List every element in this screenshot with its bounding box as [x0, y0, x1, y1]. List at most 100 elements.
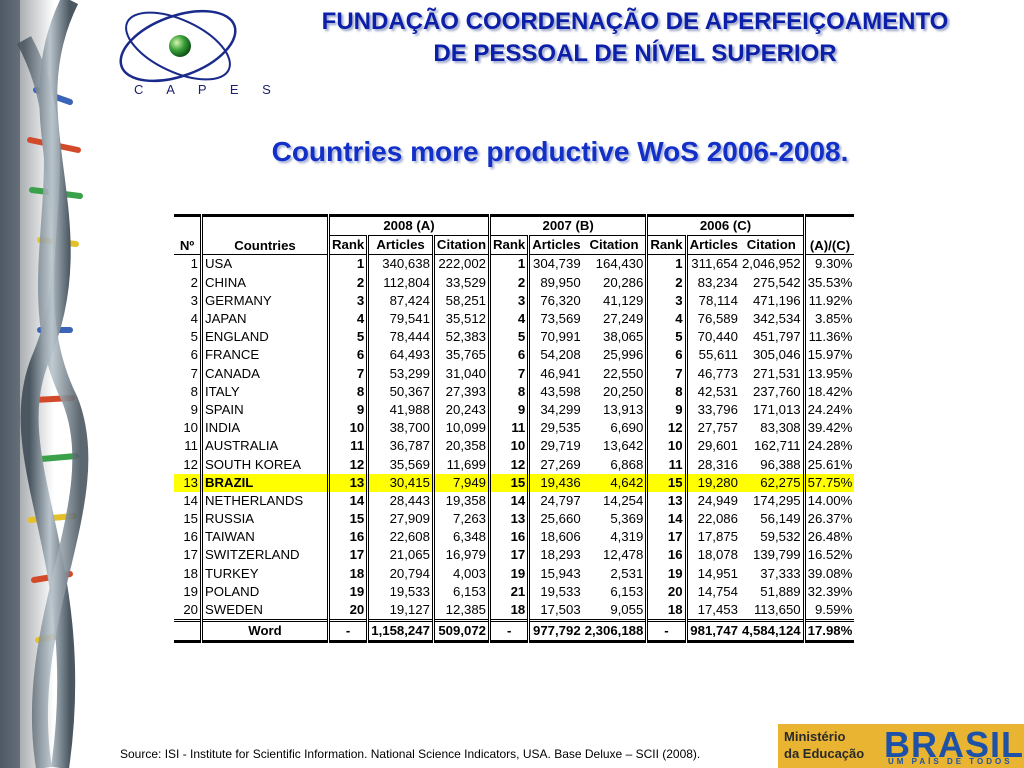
row-citation-2008: 222,002: [433, 254, 492, 274]
row-rank-2008: 10: [328, 419, 370, 438]
row-articles-2007: 46,941: [540, 365, 581, 381]
row-country: SOUTH KOREA: [201, 455, 330, 474]
row-articles-2006: 14,951: [697, 565, 738, 581]
row-country: BRAZIL: [201, 473, 330, 492]
table-row: 2 CHINA 2 112,804 33,529 2 89,950 20,286 2 83,234…: [174, 273, 854, 292]
row-number: 4: [174, 309, 203, 329]
row-rank-2007: 16: [489, 528, 531, 547]
row-rank-2008: 7: [328, 364, 370, 383]
row-citation-2008: 27,393: [433, 382, 492, 401]
row-citation-2006: 342,534: [739, 309, 806, 329]
row-articles-2007: 29,535: [540, 420, 581, 436]
row-citation-2006: 139,799: [739, 546, 806, 565]
capes-logo: [110, 2, 250, 102]
row-rank-2008: 9: [328, 400, 370, 420]
row-citation-2006: 113,650: [739, 600, 806, 621]
row-number: 9: [174, 400, 203, 420]
row-articles-2006: 17,875: [697, 529, 738, 545]
row-articles-2007: 18,606: [540, 529, 581, 545]
row-rank-2006: 15: [646, 473, 688, 492]
ministry-label: Ministério da Educação: [784, 728, 864, 762]
row-citation-2007: 13,642: [582, 437, 649, 456]
row-number: 20: [174, 600, 203, 621]
sub-header-articles: Articles: [528, 235, 583, 256]
row-rank-2007: 7: [489, 364, 531, 383]
row-rank-2007: 12: [489, 455, 531, 474]
row-articles-2008: 19,127: [367, 600, 435, 621]
row-articles-2008: 50,367: [367, 382, 435, 401]
col-no-header: Nº: [174, 213, 203, 256]
row-country: INDIA: [201, 419, 330, 438]
table-row: 14 NETHERLANDS 14 28,443 19,358 14 24,797 14,25…: [174, 491, 854, 510]
row-rank-2007: 11: [489, 419, 531, 438]
row-citation-2008: 12,385: [433, 600, 492, 621]
row-articles-2006: 33,796: [697, 401, 738, 417]
row-citation-2007: 2,531: [582, 564, 649, 583]
row-rank-2006: 5: [646, 328, 688, 347]
row-ratio: 25.61%: [807, 456, 853, 472]
footer-citation-2008: 509,072: [433, 619, 492, 644]
brasil-subtitle: UM PAÍS DE TODOS: [888, 757, 1013, 766]
row-articles-2008: 79,541: [367, 309, 435, 329]
table-row: 9 SPAIN 9 41,988 20,243 9 34,299 13,913 9 33,796 1…: [174, 400, 854, 420]
row-citation-2007: 20,286: [582, 273, 649, 292]
row-articles-2007: 34,299: [540, 401, 581, 417]
sub-header-articles: Articles: [367, 235, 435, 256]
col-ratio-header: (A)/(C): [804, 213, 855, 256]
row-number: 14: [174, 491, 203, 510]
row-articles-2006: 18,078: [697, 547, 738, 563]
row-citation-2006: 59,532: [739, 528, 806, 547]
row-ratio: 32.39%: [807, 583, 853, 599]
row-articles-2008: 340,638: [367, 254, 435, 274]
row-rank-2007: 10: [489, 437, 531, 456]
row-country: RUSSIA: [201, 510, 330, 529]
row-citation-2007: 4,319: [582, 528, 649, 547]
row-number: 5: [174, 328, 203, 347]
row-ratio: 24.28%: [807, 438, 853, 454]
row-citation-2006: 96,388: [739, 455, 806, 474]
row-rank-2008: 15: [328, 510, 370, 529]
table-row: 5 ENGLAND 5 78,444 52,383 5 70,991 38,065 5 70,44…: [174, 328, 854, 347]
row-rank-2007: 2: [489, 273, 531, 292]
row-country: SPAIN: [201, 400, 330, 420]
sub-header-rank: Rank: [328, 235, 370, 256]
row-rank-2006: 7: [646, 364, 688, 383]
sub-header-citation: Citation: [433, 235, 492, 256]
table-row: 13 BRAZIL 13 30,415 7,949 15 19,436 4,642 15 19,2…: [174, 473, 855, 492]
logo-text: C A P E S: [134, 82, 281, 97]
row-articles-2008: 41,988: [367, 400, 435, 420]
row-citation-2006: 51,889: [739, 582, 806, 601]
footer-citation-2007: 2,306,188: [582, 619, 649, 644]
row-rank-2006: 18: [646, 600, 688, 621]
row-citation-2006: 83,308: [739, 419, 806, 438]
row-citation-2008: 35,512: [433, 309, 492, 329]
row-articles-2006: 78,114: [698, 292, 738, 308]
brasil-logo: BRASIL UM PAÍS DE TODOS: [884, 724, 1024, 768]
organization-title: FUNDAÇÃO COORDENAÇÃO DE APERFEIÇOAMENTO …: [250, 6, 1020, 70]
row-country: POLAND: [201, 582, 330, 601]
table-footer-row: Word - 1,158,247 509,072 - 977,792 2,306…: [174, 619, 855, 644]
ministry-line2: da Educação: [784, 746, 865, 761]
row-citation-2006: 2,046,952: [739, 254, 806, 274]
row-number: 19: [174, 582, 203, 601]
row-articles-2006: 70,440: [697, 329, 738, 345]
row-ratio: 3.85%: [814, 311, 853, 327]
row-articles-2008: 20,794: [367, 564, 435, 583]
row-rank-2006: 10: [646, 437, 688, 456]
row-citation-2006: 62,275: [739, 473, 806, 492]
row-rank-2008: 2: [328, 273, 370, 292]
row-rank-2006: 11: [646, 455, 688, 474]
row-citation-2008: 4,003: [433, 564, 492, 583]
row-citation-2007: 25,996: [582, 346, 649, 365]
row-ratio: 39.42%: [807, 420, 853, 436]
row-articles-2006: 76,589: [697, 311, 738, 327]
row-citation-2007: 6,868: [582, 455, 649, 474]
row-articles-2008: 78,444: [367, 328, 435, 347]
row-ratio: 35.53%: [807, 274, 853, 290]
row-rank-2006: 6: [646, 346, 688, 365]
row-ratio: 9.30%: [814, 256, 853, 272]
ministry-banner: Ministério da Educação BRASIL UM PAÍS DE…: [778, 724, 1024, 768]
row-articles-2007: 43,598: [540, 383, 581, 399]
row-rank-2008: 3: [328, 291, 370, 310]
row-articles-2007: 15,943: [540, 565, 581, 581]
